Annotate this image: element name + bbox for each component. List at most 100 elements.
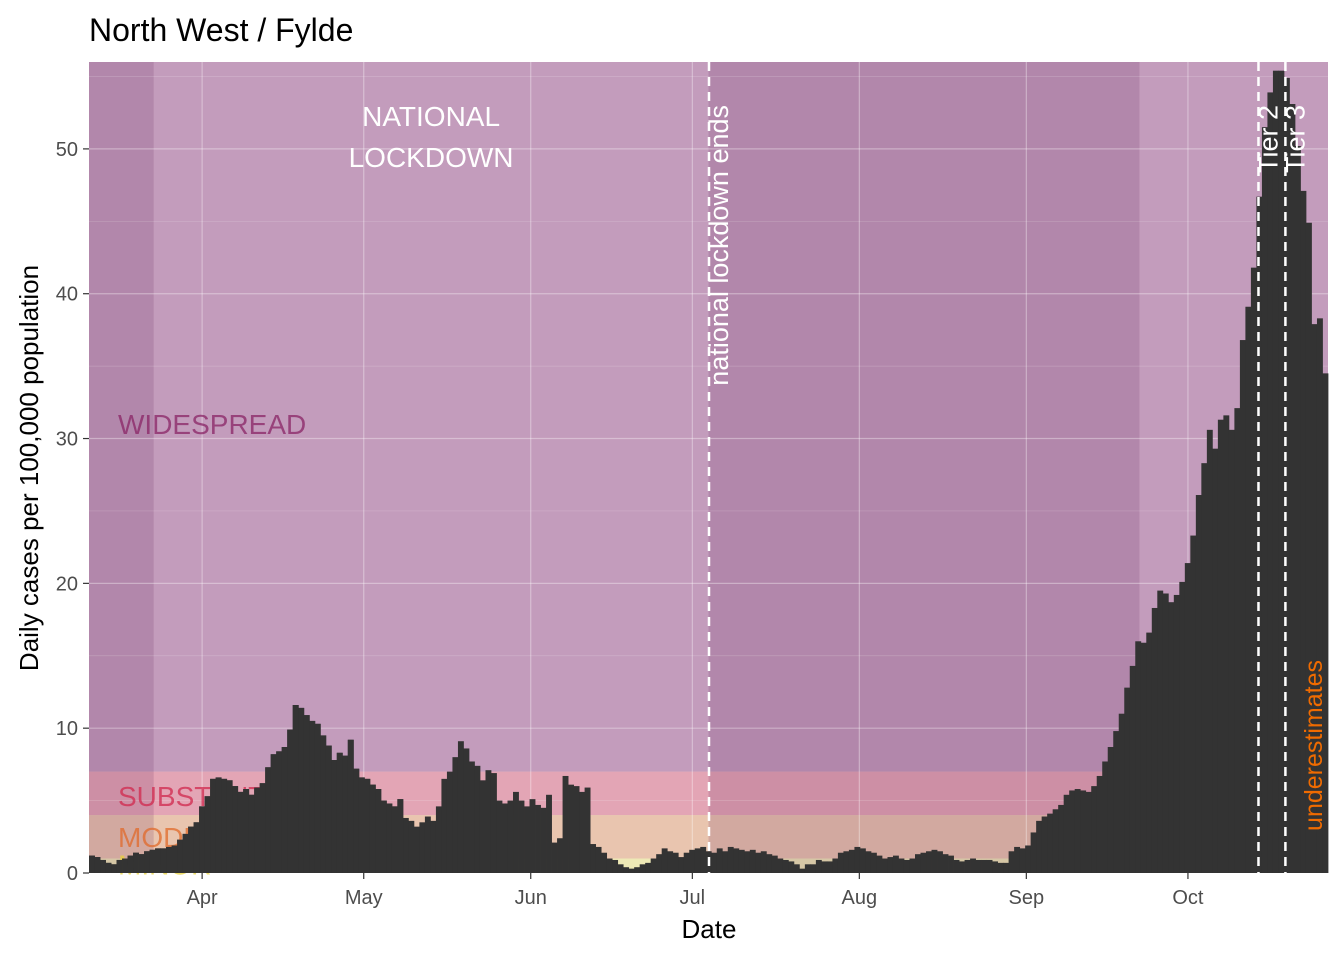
bar bbox=[1096, 775, 1103, 873]
y-tick-label: 10 bbox=[56, 718, 78, 740]
bar bbox=[1107, 747, 1114, 873]
bar bbox=[446, 771, 453, 873]
bar-overlay bbox=[342, 755, 349, 873]
bar bbox=[1305, 222, 1312, 874]
x-tick-label: Jul bbox=[680, 887, 706, 909]
bar bbox=[590, 844, 597, 873]
bar-overlay bbox=[149, 849, 156, 873]
bar-overlay bbox=[281, 747, 288, 873]
bar-overlay bbox=[353, 768, 360, 873]
bar bbox=[920, 852, 927, 873]
bar bbox=[612, 859, 619, 873]
bar bbox=[1146, 632, 1153, 873]
bar bbox=[826, 861, 833, 873]
bar bbox=[579, 791, 585, 873]
bar-overlay bbox=[331, 760, 338, 873]
bar bbox=[479, 780, 486, 873]
bar-overlay bbox=[287, 729, 294, 873]
bar bbox=[1058, 804, 1065, 873]
bar bbox=[898, 858, 905, 873]
bar bbox=[1278, 70, 1285, 874]
bar bbox=[733, 848, 740, 873]
bar-overlay bbox=[199, 806, 206, 873]
underestimates-note: underestimates bbox=[1300, 660, 1328, 831]
bar bbox=[1014, 846, 1021, 873]
bar bbox=[617, 864, 624, 873]
bar bbox=[1052, 809, 1059, 873]
bar bbox=[1190, 535, 1197, 873]
bar-overlay bbox=[397, 799, 404, 873]
bar bbox=[1162, 593, 1169, 873]
bar-overlay bbox=[144, 851, 150, 873]
bar bbox=[782, 859, 789, 873]
bar-overlay bbox=[177, 839, 184, 873]
bar bbox=[1008, 851, 1015, 873]
x-tick-label: Jun bbox=[515, 887, 547, 909]
bar-overlay bbox=[105, 862, 112, 873]
bar-overlay bbox=[358, 777, 365, 873]
bar bbox=[1311, 324, 1318, 873]
bar-overlay bbox=[204, 796, 211, 873]
chart-title: North West / Fylde bbox=[89, 12, 353, 48]
bar bbox=[788, 861, 795, 873]
bar-overlay bbox=[254, 787, 261, 873]
bar-overlay bbox=[303, 715, 310, 873]
bar bbox=[535, 804, 541, 873]
bar bbox=[1030, 832, 1037, 873]
bar bbox=[1195, 495, 1202, 873]
bar bbox=[573, 786, 580, 873]
bar bbox=[584, 787, 591, 873]
bar bbox=[1289, 103, 1296, 873]
bar bbox=[937, 851, 943, 873]
bar bbox=[601, 852, 608, 873]
bar bbox=[1036, 820, 1043, 873]
bar-overlay bbox=[122, 858, 128, 873]
event-label: Tier 3 bbox=[1280, 105, 1310, 173]
y-tick-label: 40 bbox=[56, 284, 78, 306]
bar bbox=[1261, 127, 1268, 874]
bar bbox=[755, 852, 762, 873]
bar bbox=[1102, 761, 1109, 873]
bar bbox=[881, 858, 888, 873]
bar-overlay bbox=[94, 857, 101, 873]
bar bbox=[678, 857, 685, 873]
bar-overlay bbox=[111, 864, 117, 873]
bar bbox=[711, 852, 718, 873]
bar bbox=[931, 849, 938, 873]
bar bbox=[490, 773, 497, 873]
bar bbox=[1135, 641, 1142, 873]
bar-overlay bbox=[375, 789, 382, 873]
bar bbox=[413, 826, 420, 873]
bar bbox=[639, 864, 646, 873]
y-tick-label: 30 bbox=[56, 429, 78, 451]
bar bbox=[606, 858, 613, 873]
axes: 0 10 20 30 40 50 Apr May Jun Jul Aug Sep Oct bbox=[56, 139, 1204, 909]
x-axis-title: Date bbox=[682, 914, 737, 944]
y-tick-label: 20 bbox=[56, 573, 78, 595]
bar-overlay bbox=[320, 735, 327, 873]
bar bbox=[804, 864, 811, 873]
bar-overlay bbox=[292, 705, 299, 873]
bar bbox=[441, 778, 448, 873]
bar-overlay bbox=[298, 707, 305, 873]
bar-overlay bbox=[133, 852, 139, 873]
bar bbox=[474, 765, 481, 873]
bar bbox=[981, 859, 987, 873]
bar-overlay bbox=[188, 826, 195, 873]
bar-overlay bbox=[89, 855, 95, 873]
y-tick-label: 0 bbox=[67, 863, 78, 885]
bar-overlay bbox=[364, 778, 371, 873]
period-label-line: LOCKDOWN bbox=[349, 142, 514, 173]
event-label: Tier 2 bbox=[1253, 105, 1283, 173]
bar bbox=[1074, 789, 1081, 873]
bar bbox=[562, 775, 569, 873]
bar bbox=[865, 851, 872, 873]
zone-label-widespread: WIDESPREAD bbox=[118, 409, 306, 440]
bar bbox=[650, 858, 657, 873]
bar bbox=[457, 741, 464, 873]
bar bbox=[953, 859, 960, 873]
bar-overlay bbox=[276, 751, 283, 873]
bar bbox=[799, 868, 806, 873]
bar-overlay bbox=[155, 848, 161, 873]
